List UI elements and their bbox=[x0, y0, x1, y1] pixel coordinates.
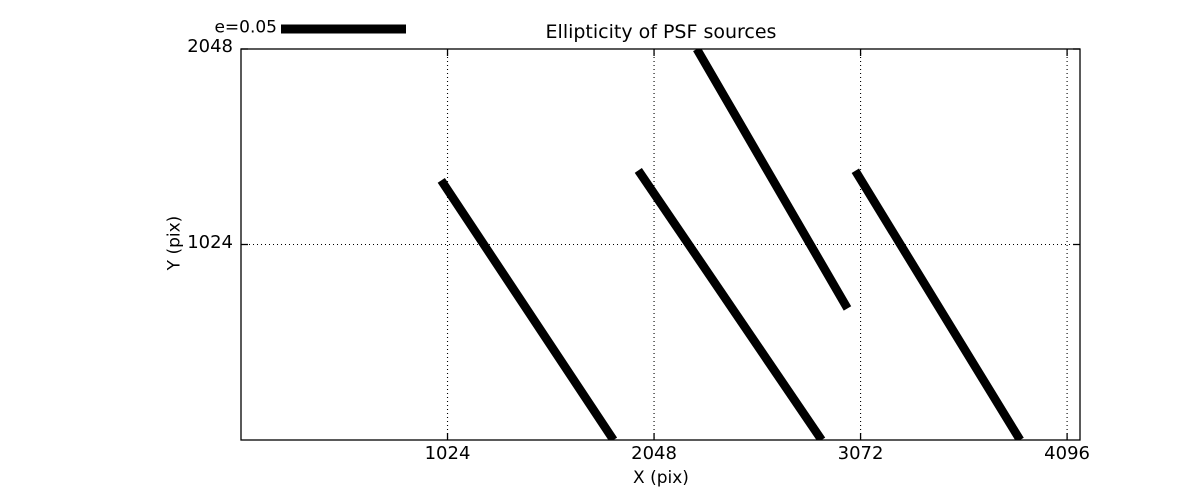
ellipticity-whisker bbox=[437, 177, 618, 440]
axes-frame bbox=[240, 48, 1081, 441]
legend-label: e=0.05 bbox=[214, 17, 277, 38]
x-tick-label: 4096 bbox=[1044, 443, 1090, 464]
x-tick-label: 2048 bbox=[631, 443, 677, 464]
x-tick-label: 1024 bbox=[424, 443, 471, 464]
ellipticity-whisker bbox=[851, 168, 1024, 440]
ellipticity-whisker bbox=[634, 168, 826, 440]
y-tick-label: 1024 bbox=[187, 231, 233, 253]
x-tick-label: 3072 bbox=[837, 443, 884, 464]
y-axis-label: Y (pix) bbox=[164, 215, 185, 271]
chart-title: Ellipticity of PSF sources bbox=[545, 21, 777, 43]
y-tick-label: 2048 bbox=[187, 36, 233, 57]
ellipticity-whisker bbox=[693, 49, 852, 311]
x-axis-label: X (pix) bbox=[633, 468, 689, 488]
